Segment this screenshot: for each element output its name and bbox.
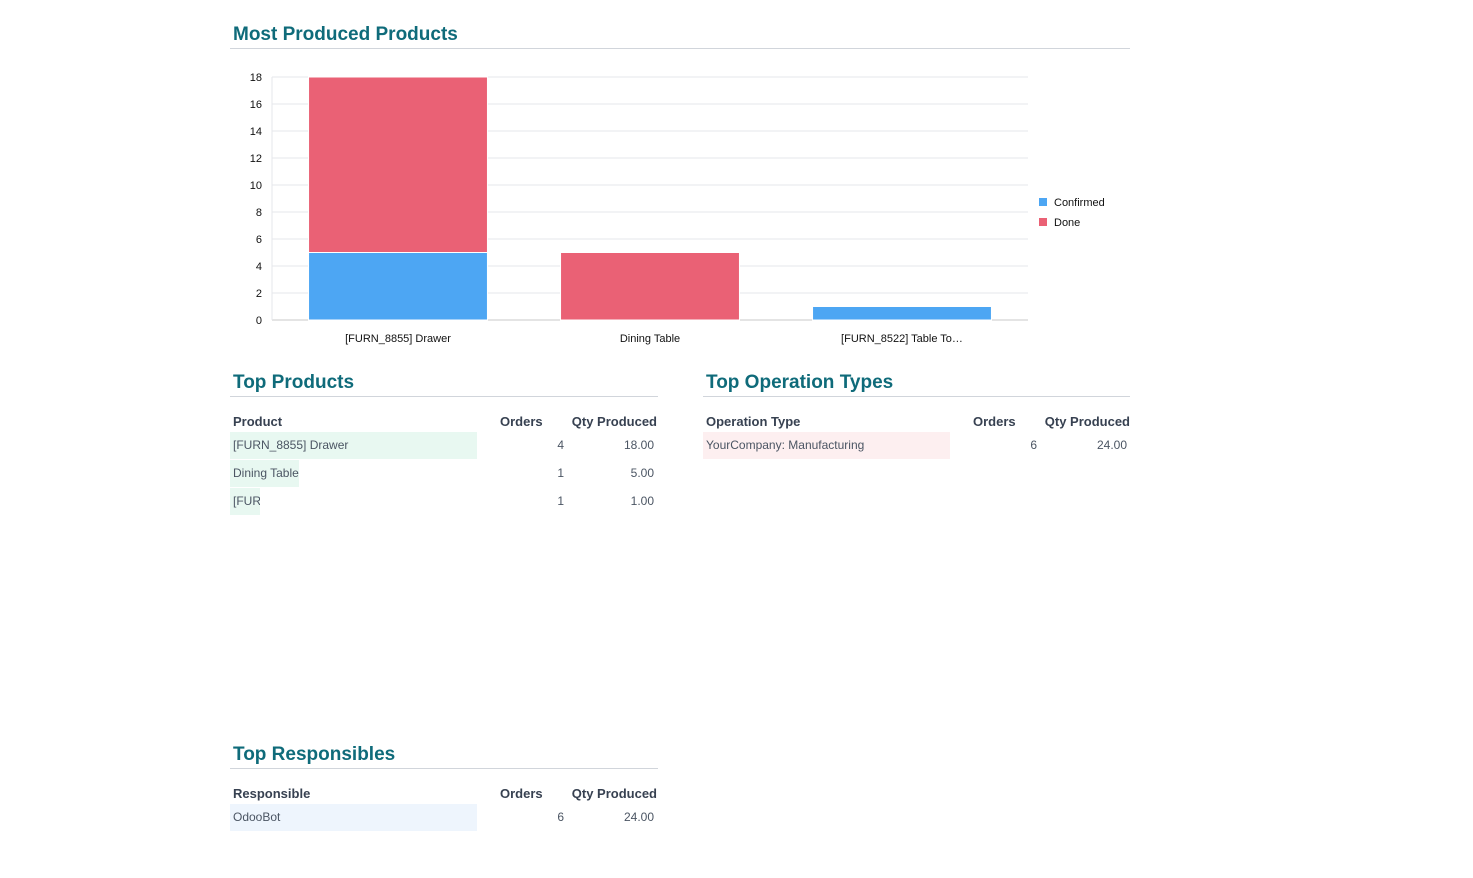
row-orders: 4 [557,438,564,452]
legend-swatch-done[interactable] [1039,218,1047,226]
table-row[interactable]: [FURN_8855] Drawer 4 18.00 [230,432,657,459]
row-qty: 5.00 [630,466,654,480]
column-header-orders: Orders [500,786,543,801]
bar-confirmed[interactable] [812,306,992,321]
row-name[interactable]: YourCompany: Manufacturing [703,432,950,459]
y-tick-label: 4 [256,261,262,273]
row-name[interactable]: Dining Table [230,460,299,487]
x-tick-label: Dining Table [620,333,680,345]
table-row[interactable]: YourCompany: Manufacturing 6 24.00 [703,432,1130,459]
top-responsibles-table: Responsible Orders Qty Produced OdooBot 6 24.… [230,786,658,836]
row-qty: 18.00 [623,438,654,452]
bar-done[interactable] [560,252,740,321]
row-name[interactable]: [FURN_8855] Drawer [230,432,477,459]
row-qty: 1.00 [630,494,654,508]
row-qty: 24.00 [1096,438,1127,452]
most-produced-title: Most Produced Products [233,24,458,45]
y-tick-label: 10 [250,180,262,192]
column-header-orders: Orders [500,414,543,429]
top-operation-types-title: Top Operation Types [706,372,894,393]
most-produced-divider [230,48,1130,49]
row-orders: 6 [1030,438,1037,452]
x-tick-label: [FURN_8855] Drawer [345,333,451,345]
column-header-name: Operation Type [706,414,801,429]
row-qty: 24.00 [623,810,654,824]
table-row[interactable]: Dining Table 1 5.00 [230,460,657,487]
column-header-orders: Orders [973,414,1016,429]
x-tick-label: [FURN_8522] Table To… [841,333,963,345]
row-orders: 1 [557,494,564,508]
top-products-table: Product Orders Qty Produced [FURN_8855] Dra… [230,414,658,524]
table-row[interactable]: [FURN_8522] Table Top 1 1.00 [230,488,657,515]
legend-label-done[interactable]: Done [1054,217,1080,229]
column-header-name: Responsible [233,786,311,801]
y-tick-label: 6 [256,234,262,246]
row-orders: 1 [557,466,564,480]
column-header-qty: Qty Produced [1044,414,1130,429]
top-products-title: Top Products [233,372,355,393]
legend-swatch-confirmed[interactable] [1039,198,1047,206]
y-tick-label: 12 [250,153,262,165]
column-header-name: Product [233,414,283,429]
top-operation-types-table: Operation Type Orders Qty Produced YourComp… [703,414,1131,464]
y-tick-label: 14 [250,126,262,138]
row-name[interactable]: OdooBot [230,804,477,831]
top-responsibles-title: Top Responsibles [233,744,396,765]
column-header-qty: Qty Produced [571,786,657,801]
top-operation-types-divider [703,396,1130,397]
y-tick-label: 2 [256,288,262,300]
column-header-qty: Qty Produced [571,414,657,429]
top-responsibles-divider [230,768,658,769]
y-tick-label: 16 [250,99,262,111]
table-row[interactable]: OdooBot 6 24.00 [230,804,657,831]
bar-done[interactable] [308,76,488,253]
row-orders: 6 [557,810,564,824]
legend-label-confirmed[interactable]: Confirmed [1054,197,1105,209]
bar-confirmed[interactable] [308,252,488,321]
y-tick-label: 0 [256,315,262,327]
y-tick-label: 8 [256,207,262,219]
y-tick-label: 18 [250,72,262,84]
row-name[interactable]: [FURN_8522] Table Top [230,488,260,515]
most-produced-chart: 0 2 4 6 8 10 12 14 16 18 [FURN_8855] Drawer Dining … [250,72,1105,345]
top-products-divider [230,396,658,397]
